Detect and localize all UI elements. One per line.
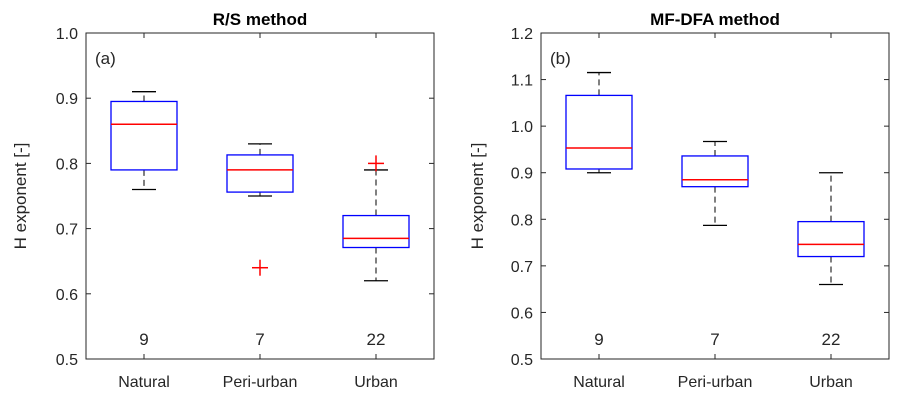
sample-count-label: 9 (139, 330, 148, 349)
chart-title: R/S method (213, 10, 307, 29)
sample-count-label: 22 (367, 330, 386, 349)
y-tick-label: 1.2 (511, 26, 533, 43)
y-tick-label: 0.7 (511, 259, 533, 276)
iqr-box (681, 155, 749, 188)
x-tick-label: Natural (573, 374, 625, 391)
sample-count-label: 22 (822, 330, 841, 349)
y-tick-label: 1.0 (511, 119, 533, 136)
x-tick-label: Natural (118, 374, 170, 391)
sample-count-label: 9 (594, 330, 603, 349)
outlier-marker (368, 155, 384, 172)
y-axis-label: H exponent [-] (468, 143, 487, 250)
sample-count-label: 7 (710, 330, 719, 349)
x-tick-label: Urban (354, 374, 398, 391)
y-tick-label: 0.8 (56, 156, 78, 173)
y-tick-label: 0.9 (56, 91, 78, 108)
y-tick-label: 0.5 (56, 352, 78, 369)
y-tick-label: 0.6 (56, 287, 78, 304)
chart-title: MF-DFA method (650, 10, 780, 29)
x-tick-label: Peri-urban (678, 374, 753, 391)
panel-rs-method: R/S method (a) H exponent [-] 0.5 0.6 0.7 0.8 0… (11, 10, 435, 391)
sample-count-label: 7 (255, 330, 264, 349)
y-axis-label: H exponent [-] (11, 143, 30, 250)
iqr-box (565, 94, 633, 170)
iqr-box (110, 100, 178, 171)
iqr-box (226, 154, 294, 193)
y-tick-label: 0.6 (511, 305, 533, 322)
y-tick-label: 0.8 (511, 212, 533, 229)
y-tick-label: 0.9 (511, 166, 533, 183)
axes-frame (540, 32, 890, 360)
y-tick-label: 1.1 (511, 73, 533, 90)
iqr-box (797, 220, 865, 258)
panel-label: (b) (550, 49, 571, 68)
y-tick-label: 1.0 (56, 26, 78, 43)
x-tick-label: Urban (809, 374, 853, 391)
outlier-marker (252, 259, 268, 276)
panel-mfdfa-method: MF-DFA method (b) H exponent [-] 0.5 0.6 0.7 0… (468, 10, 890, 391)
iqr-box (342, 214, 410, 249)
y-tick-label: 0.7 (56, 222, 78, 239)
panel-label: (a) (95, 49, 116, 68)
x-tick-label: Peri-urban (223, 374, 298, 391)
y-tick-label: 0.5 (511, 352, 533, 369)
